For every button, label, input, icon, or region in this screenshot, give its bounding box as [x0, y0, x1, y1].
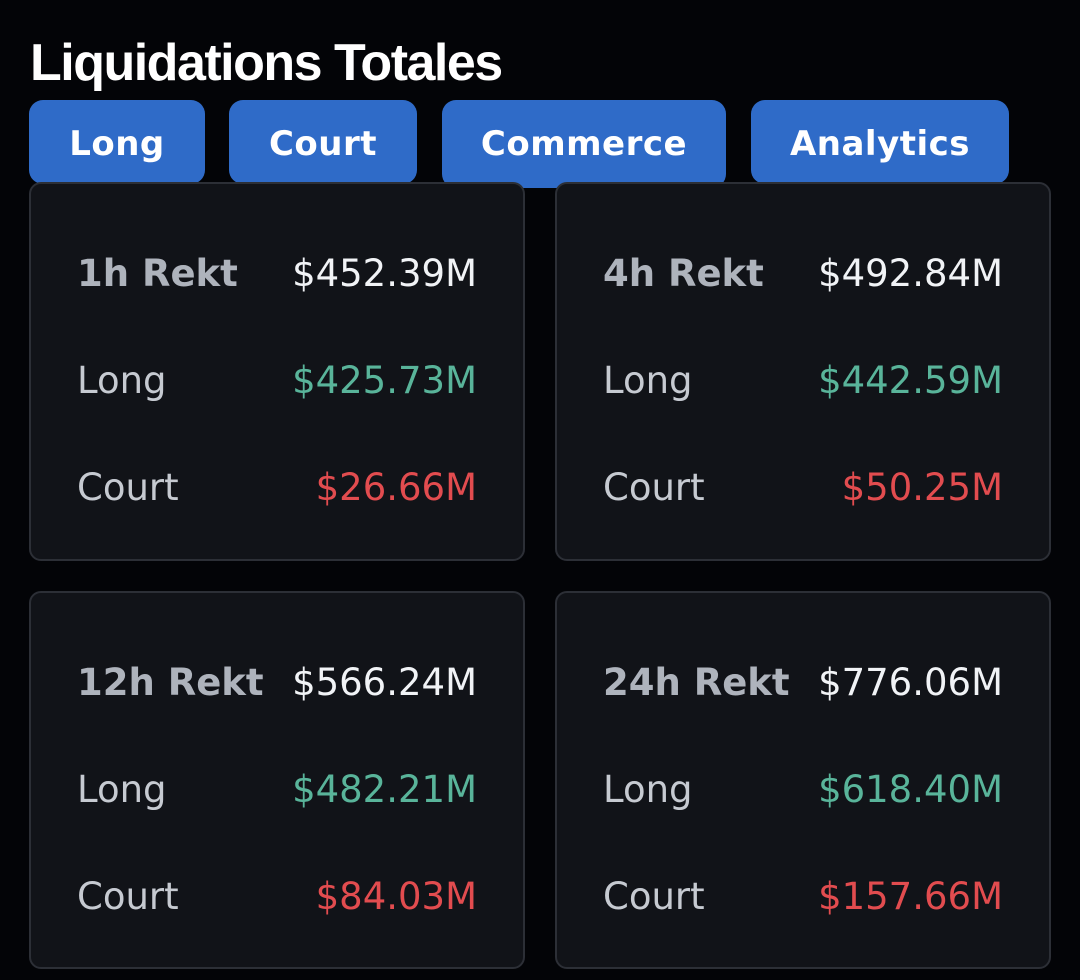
rekt-row: 12h Rekt $566.24M — [77, 658, 477, 708]
short-label: Court — [603, 875, 705, 918]
short-value: $84.03M — [315, 875, 477, 918]
long-label: Long — [603, 768, 693, 811]
long-row: Long $425.73M — [77, 356, 477, 406]
rekt-value: $452.39M — [292, 252, 477, 295]
page-title: Liquidations Totales — [30, 34, 503, 92]
tab-court[interactable]: Court — [229, 100, 417, 184]
short-value: $26.66M — [315, 466, 477, 509]
long-value: $618.40M — [818, 768, 1003, 811]
long-row: Long $618.40M — [603, 765, 1003, 815]
rekt-label: 4h Rekt — [603, 252, 764, 295]
rekt-value: $566.24M — [292, 661, 477, 704]
tab-long[interactable]: Long — [29, 100, 205, 184]
long-value: $482.21M — [292, 768, 477, 811]
liquidation-card-4h: 4h Rekt $492.84M Long $442.59M Court $50… — [555, 182, 1051, 561]
short-label: Court — [77, 875, 179, 918]
short-value: $157.66M — [818, 875, 1003, 918]
rekt-row: 1h Rekt $452.39M — [77, 249, 477, 299]
rekt-value: $776.06M — [818, 661, 1003, 704]
liquidation-card-24h: 24h Rekt $776.06M Long $618.40M Court $1… — [555, 591, 1051, 969]
rekt-row: 24h Rekt $776.06M — [603, 658, 1003, 708]
short-label: Court — [603, 466, 705, 509]
short-label: Court — [77, 466, 179, 509]
long-label: Long — [77, 768, 167, 811]
short-row: Court $84.03M — [77, 872, 477, 922]
rekt-label: 1h Rekt — [77, 252, 238, 295]
short-row: Court $157.66M — [603, 872, 1003, 922]
long-label: Long — [77, 359, 167, 402]
long-value: $425.73M — [292, 359, 477, 402]
long-label: Long — [603, 359, 693, 402]
tab-commerce[interactable]: Commerce — [442, 100, 726, 188]
rekt-label: 12h Rekt — [77, 661, 264, 704]
tab-analytics[interactable]: Analytics — [751, 100, 1009, 184]
liquidation-card-12h: 12h Rekt $566.24M Long $482.21M Court $8… — [29, 591, 525, 969]
rekt-value: $492.84M — [818, 252, 1003, 295]
long-row: Long $482.21M — [77, 765, 477, 815]
short-row: Court $50.25M — [603, 463, 1003, 513]
short-row: Court $26.66M — [77, 463, 477, 513]
long-value: $442.59M — [818, 359, 1003, 402]
rekt-row: 4h Rekt $492.84M — [603, 249, 1003, 299]
rekt-label: 24h Rekt — [603, 661, 790, 704]
liquidation-card-1h: 1h Rekt $452.39M Long $425.73M Court $26… — [29, 182, 525, 561]
short-value: $50.25M — [841, 466, 1003, 509]
long-row: Long $442.59M — [603, 356, 1003, 406]
